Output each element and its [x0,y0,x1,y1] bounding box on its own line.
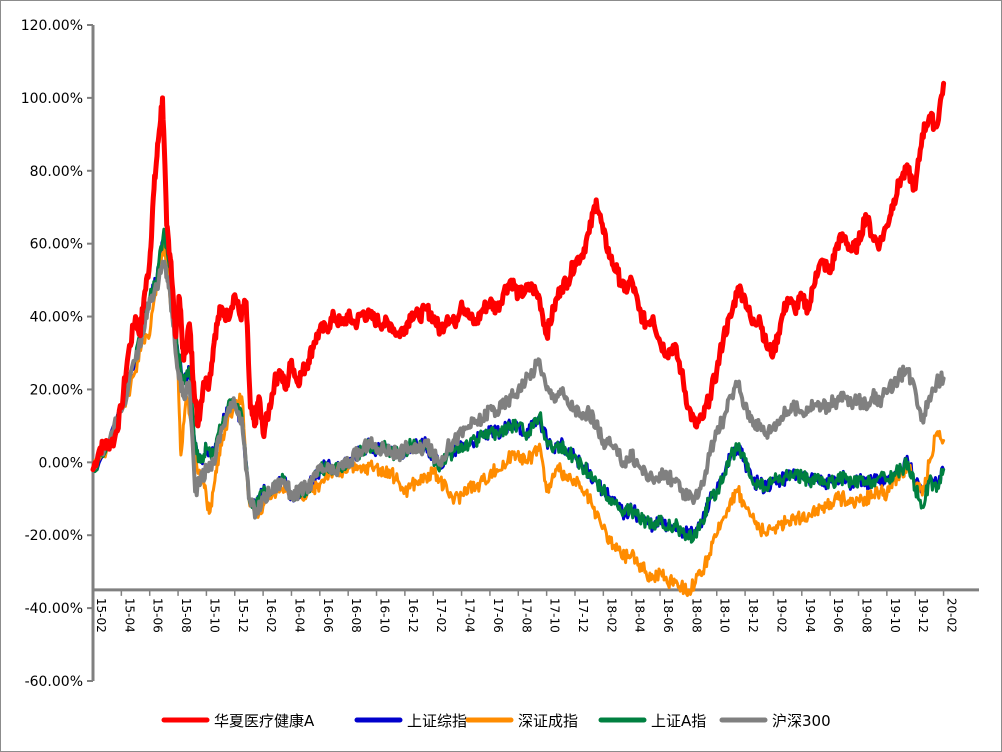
y-tick-label: 120.00% [21,18,83,34]
x-tick-label: 16-06 [321,598,335,633]
legend-label: 华夏医疗健康A [214,712,315,730]
x-tick-label: 17-04 [463,598,477,633]
x-tick-label: 15-12 [236,598,250,633]
x-tick-label: 19-12 [916,598,930,633]
x-tick-label: 19-08 [860,598,874,633]
x-tick-label: 15-08 [179,598,193,633]
y-tick-label: 80.00% [30,164,83,180]
x-tick-label: 18-04 [633,598,647,633]
x-tick-label: 19-10 [888,598,902,633]
y-tick-label: 0.00% [39,455,83,471]
y-tick-label: 40.00% [30,310,83,326]
x-tick-label: 16-02 [264,598,278,633]
x-tick-label: 18-08 [689,598,703,633]
x-tick-label: 18-12 [746,598,760,633]
y-tick-label: -60.00% [25,674,83,690]
x-tick-label: 19-02 [774,598,788,633]
x-tick-label: 15-04 [122,598,136,633]
legend-label: 上证综指 [407,712,467,730]
legend-label: 深证成指 [518,712,578,730]
y-tick-label: -20.00% [25,528,83,544]
x-tick-label: 17-06 [491,598,505,633]
series-layer [90,80,947,598]
x-tick-label: 19-04 [803,598,817,633]
x-tick-label: 15-02 [94,598,108,633]
x-tick-label: 17-12 [576,598,590,633]
legend: 华夏医疗健康A 上证综指 深证成指 上证A指 沪深300 [161,712,831,730]
x-tick-label: 17-02 [434,598,448,633]
x-tick-label: 18-06 [661,598,675,633]
y-tick-label: 100.00% [21,91,83,107]
x-tick-label: 19-06 [831,598,845,633]
x-tick-label: 18-10 [718,598,732,633]
x-tick-label: 15-06 [151,598,165,633]
x-tick-label: 16-08 [349,598,363,633]
y-axis: 120.00% 100.00% 80.00% 60.00% 40.00% 20.00% 0.… [21,18,95,690]
legend-label: 沪深300 [772,712,831,730]
series-line [91,259,946,520]
x-tick-label: 20-02 [945,598,959,633]
x-tick-label: 17-08 [519,598,533,633]
x-axis: 15-02 15-04 15-06 15-08 15-10 15-12 16-02 16-04… [92,588,979,633]
series-line [90,80,947,473]
x-tick-label: 17-10 [548,598,562,633]
x-tick-label: 16-04 [292,598,306,633]
series-line [91,227,946,544]
x-tick-label: 16-12 [406,598,420,633]
legend-label: 上证A指 [651,712,706,730]
x-tick-label: 18-02 [604,598,618,633]
x-tick-label: 15-10 [207,598,221,633]
x-tick-label: 16-10 [378,598,392,633]
y-tick-label: 20.00% [30,382,83,398]
y-tick-label: 60.00% [30,237,83,253]
y-tick-label: -40.00% [25,601,83,617]
